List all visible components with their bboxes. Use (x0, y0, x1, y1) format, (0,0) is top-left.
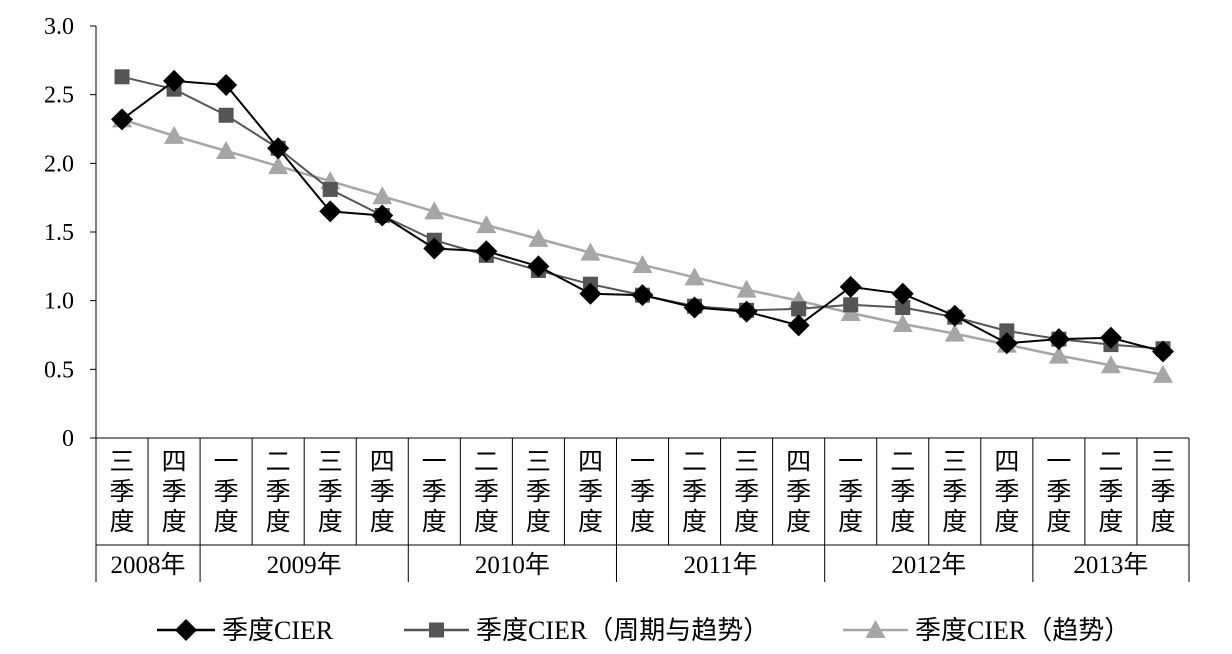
data-point (215, 74, 238, 97)
data-point (995, 332, 1018, 355)
series-line (121, 75, 1164, 350)
x-tick-label: 一季度 (838, 449, 863, 536)
x-tick-label: 四季度 (162, 449, 187, 536)
data-point (580, 242, 601, 261)
data-point (735, 300, 758, 323)
legend-item: 季度CIER（趋势） (843, 616, 1130, 645)
data-point (631, 284, 654, 307)
data-point (895, 300, 911, 316)
data-point (791, 301, 807, 317)
legend-marker (429, 622, 444, 638)
data-point (372, 186, 393, 205)
y-tick-label: 3.0 (44, 14, 74, 40)
year-label: 2010年 (475, 551, 550, 579)
x-tick-label: 一季度 (214, 449, 239, 536)
data-point (1099, 326, 1122, 349)
legend-label: 季度CIER (222, 616, 334, 645)
data-point (943, 304, 966, 327)
data-point (319, 200, 342, 223)
series-layer (111, 69, 1174, 383)
data-point (999, 323, 1015, 339)
data-point (787, 314, 810, 337)
data-point (423, 237, 446, 260)
x-tick-label: 三季度 (526, 449, 551, 536)
data-point (114, 69, 130, 85)
data-point (1152, 364, 1173, 383)
data-point (891, 282, 914, 305)
series-line (121, 79, 1164, 353)
x-tick-label: 四季度 (786, 449, 811, 536)
data-point (528, 228, 549, 247)
data-point (843, 297, 859, 313)
y-tick-label: 0 (62, 426, 74, 452)
year-label: 2009年 (267, 551, 342, 579)
x-tick-label: 三季度 (734, 449, 759, 536)
legend-marker (175, 619, 197, 641)
data-point (684, 267, 705, 286)
data-point (1151, 340, 1174, 363)
data-point (527, 255, 550, 278)
x-tick-label: 三季度 (110, 449, 135, 536)
x-tick-label: 一季度 (1046, 449, 1071, 536)
y-tick-label: 0.5 (44, 357, 74, 383)
data-point (475, 240, 498, 263)
data-point (1100, 355, 1121, 374)
data-point (164, 125, 185, 144)
data-point (892, 314, 913, 333)
x-tick-label: 三季度 (1150, 449, 1175, 536)
legend-label: 季度CIER（周期与趋势） (476, 616, 769, 645)
data-point (1048, 345, 1069, 364)
x-tick-label: 一季度 (422, 449, 447, 536)
year-label: 2008年 (111, 551, 186, 579)
year-label: 2012年 (891, 551, 966, 579)
axes: 0 0.5 1.0 1.5 2.0 2.5 3.0 三季度 四季度 一季度 二季度 三季度 四季度 一季度… (44, 14, 1190, 582)
x-tick-label: 二季度 (890, 449, 915, 536)
x-tick-label: 三季度 (942, 449, 967, 536)
data-point (579, 282, 602, 305)
x-tick-label: 一季度 (630, 449, 655, 536)
y-tick-label: 2.5 (44, 83, 74, 109)
data-point (111, 108, 134, 131)
y-tick-label: 1.0 (44, 289, 74, 315)
y-tick-label: 1.5 (44, 220, 74, 246)
x-tick-label: 二季度 (474, 449, 499, 536)
legend: 季度CIER 季度CIER（周期与趋势） 季度CIER（趋势） (157, 616, 1130, 645)
data-point (683, 296, 706, 319)
x-tick-label: 三季度 (318, 449, 343, 536)
data-point (424, 201, 445, 220)
data-point (268, 156, 289, 175)
x-tick-label: 二季度 (266, 449, 291, 536)
x-tick-label: 四季度 (370, 449, 395, 536)
x-tick-label: 四季度 (994, 449, 1019, 536)
year-label: 2013年 (1073, 551, 1148, 579)
y-tick-label: 2.0 (44, 151, 74, 177)
data-point (267, 137, 290, 160)
series-diamond (111, 69, 1174, 363)
x-tick-label: 二季度 (682, 449, 707, 536)
data-point (736, 279, 757, 298)
data-point (944, 323, 965, 342)
legend-marker (865, 620, 886, 638)
data-point (218, 107, 234, 123)
series-square (114, 69, 1171, 357)
x-tick-label: 四季度 (578, 449, 603, 536)
x-tick-label: 二季度 (1098, 449, 1123, 536)
data-point (632, 254, 653, 273)
data-point (322, 181, 338, 197)
data-point (839, 275, 862, 298)
legend-label: 季度CIER（趋势） (915, 616, 1130, 645)
data-point (1047, 328, 1070, 351)
legend-item: 季度CIER (157, 616, 334, 645)
legend-item: 季度CIER（周期与趋势） (404, 616, 769, 645)
year-label: 2011年 (684, 551, 758, 579)
data-point (163, 69, 186, 92)
data-point (371, 204, 394, 227)
data-point (216, 140, 237, 159)
data-point (476, 215, 497, 234)
